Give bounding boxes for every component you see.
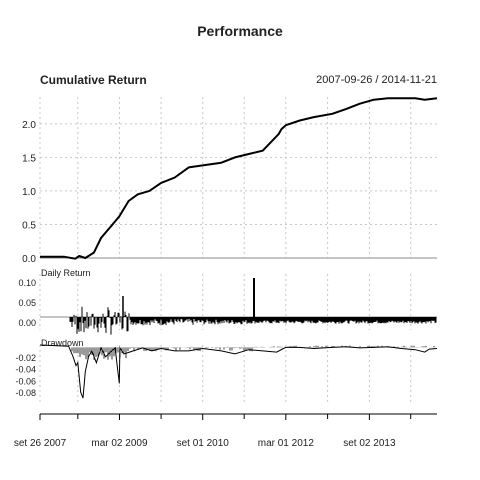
- drawdown-line: [40, 345, 437, 398]
- x-tick-label-0: set 26 2007: [14, 438, 67, 449]
- chart-title: Performance: [197, 23, 283, 39]
- x-tick-label-2: set 01 2010: [177, 438, 230, 449]
- y-tick-label-p2-1: -0.04: [15, 365, 36, 375]
- date-range-label: 2007-09-26 / 2014-11-21: [316, 74, 437, 86]
- cumulative-return-line: [40, 98, 437, 258]
- y-tick-label-p0-3: 1.5: [22, 153, 36, 164]
- y-tick-label-p0-1: 0.5: [22, 220, 36, 231]
- y-tick-label-p2-0: -0.02: [15, 353, 36, 363]
- y-tick-label-p2-2: -0.06: [15, 376, 36, 386]
- x-axis-ticks: set 26 2007 mar 02 2009 set 01 2010 mar 01 …: [14, 414, 411, 449]
- y-tick-label-p0-2: 1.0: [22, 187, 36, 198]
- y-tick-label-p0-4: 2.0: [22, 120, 36, 131]
- x-tick-label-3: mar 01 2012: [258, 438, 315, 449]
- y-tick-label-p2-3: -0.08: [15, 388, 36, 398]
- gridlines: [40, 97, 437, 404]
- y-tick-label-p1-0: 0.00: [18, 318, 36, 328]
- y-tick-label-p1-2: 0.10: [18, 278, 36, 288]
- y-tick-label-p1-1: 0.05: [18, 298, 36, 308]
- x-tick-label-4: set 02 2013: [343, 438, 396, 449]
- panel-title-drawdown: Drawdown: [41, 338, 84, 348]
- y-tick-label-p0-0: 0.0: [22, 254, 36, 265]
- daily-return-bars: [70, 278, 436, 335]
- panel-title-daily-return: Daily Return: [41, 268, 91, 278]
- y-axis-ticks: 0.00.51.01.52.00.000.050.10-0.02-0.04-0.…: [15, 120, 36, 398]
- panel-title-cumulative-return: Cumulative Return: [40, 73, 147, 87]
- x-tick-label-1: mar 02 2009: [91, 438, 148, 449]
